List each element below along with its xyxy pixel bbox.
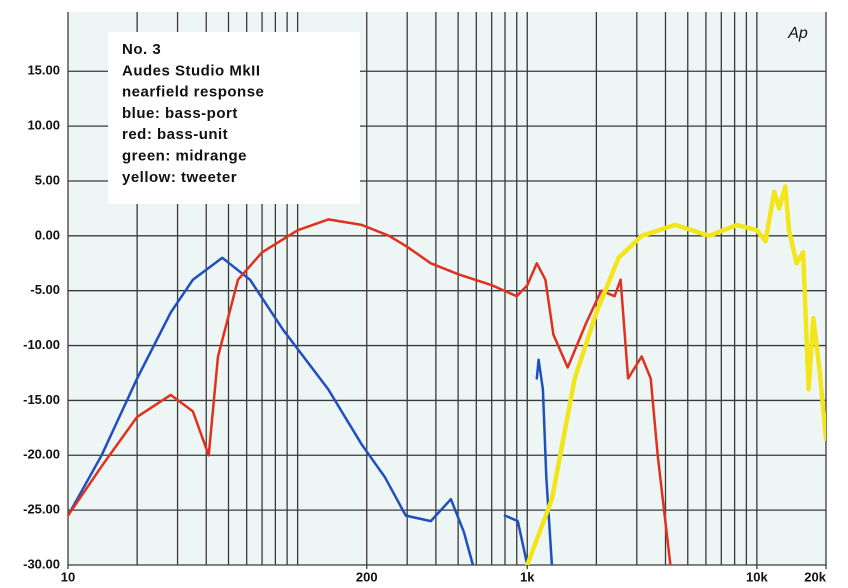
y-tick-label: -15.00 <box>23 392 60 407</box>
y-tick-label: 15.00 <box>27 63 60 78</box>
x-tick-label: 10 <box>61 569 75 584</box>
annotation: green: midrange <box>122 147 247 164</box>
x-tick-label: 20k <box>804 569 826 584</box>
notes: No. 3 Audes Studio MkII nearfield response… <box>122 41 264 186</box>
labels: 15.00 10.00 5.00 0.00 -5.00 -10.00 -15.00 -20.0… <box>23 63 827 585</box>
annotation: Audes Studio MkII <box>122 62 261 79</box>
y-tick-label: 0.00 <box>35 227 60 242</box>
y-tick-label: -10.00 <box>23 337 60 352</box>
y-tick-label: -25.00 <box>23 502 60 517</box>
annotation: blue: bass-port <box>122 105 238 122</box>
annotation: red: bass-unit <box>122 126 228 143</box>
y-tick-label: -5.00 <box>30 282 60 297</box>
note-box <box>108 32 360 204</box>
lines <box>68 184 826 565</box>
series-line <box>68 218 672 565</box>
annotation: No. 3 <box>122 41 161 58</box>
y-tick-label: -30.00 <box>23 556 60 571</box>
y-tick-label: 10.00 <box>27 118 60 133</box>
x-tick-label: 200 <box>356 569 378 584</box>
series-line <box>525 184 826 565</box>
logo: Ap <box>787 25 808 42</box>
annotation: nearfield response <box>122 84 264 101</box>
annotation: yellow: tweeter <box>122 169 237 186</box>
x-tick-label: 1k <box>520 569 535 584</box>
x-tick-label: 10k <box>746 569 768 584</box>
y-tick-label: 5.00 <box>35 172 60 187</box>
y-tick-label: -20.00 <box>23 447 60 462</box>
